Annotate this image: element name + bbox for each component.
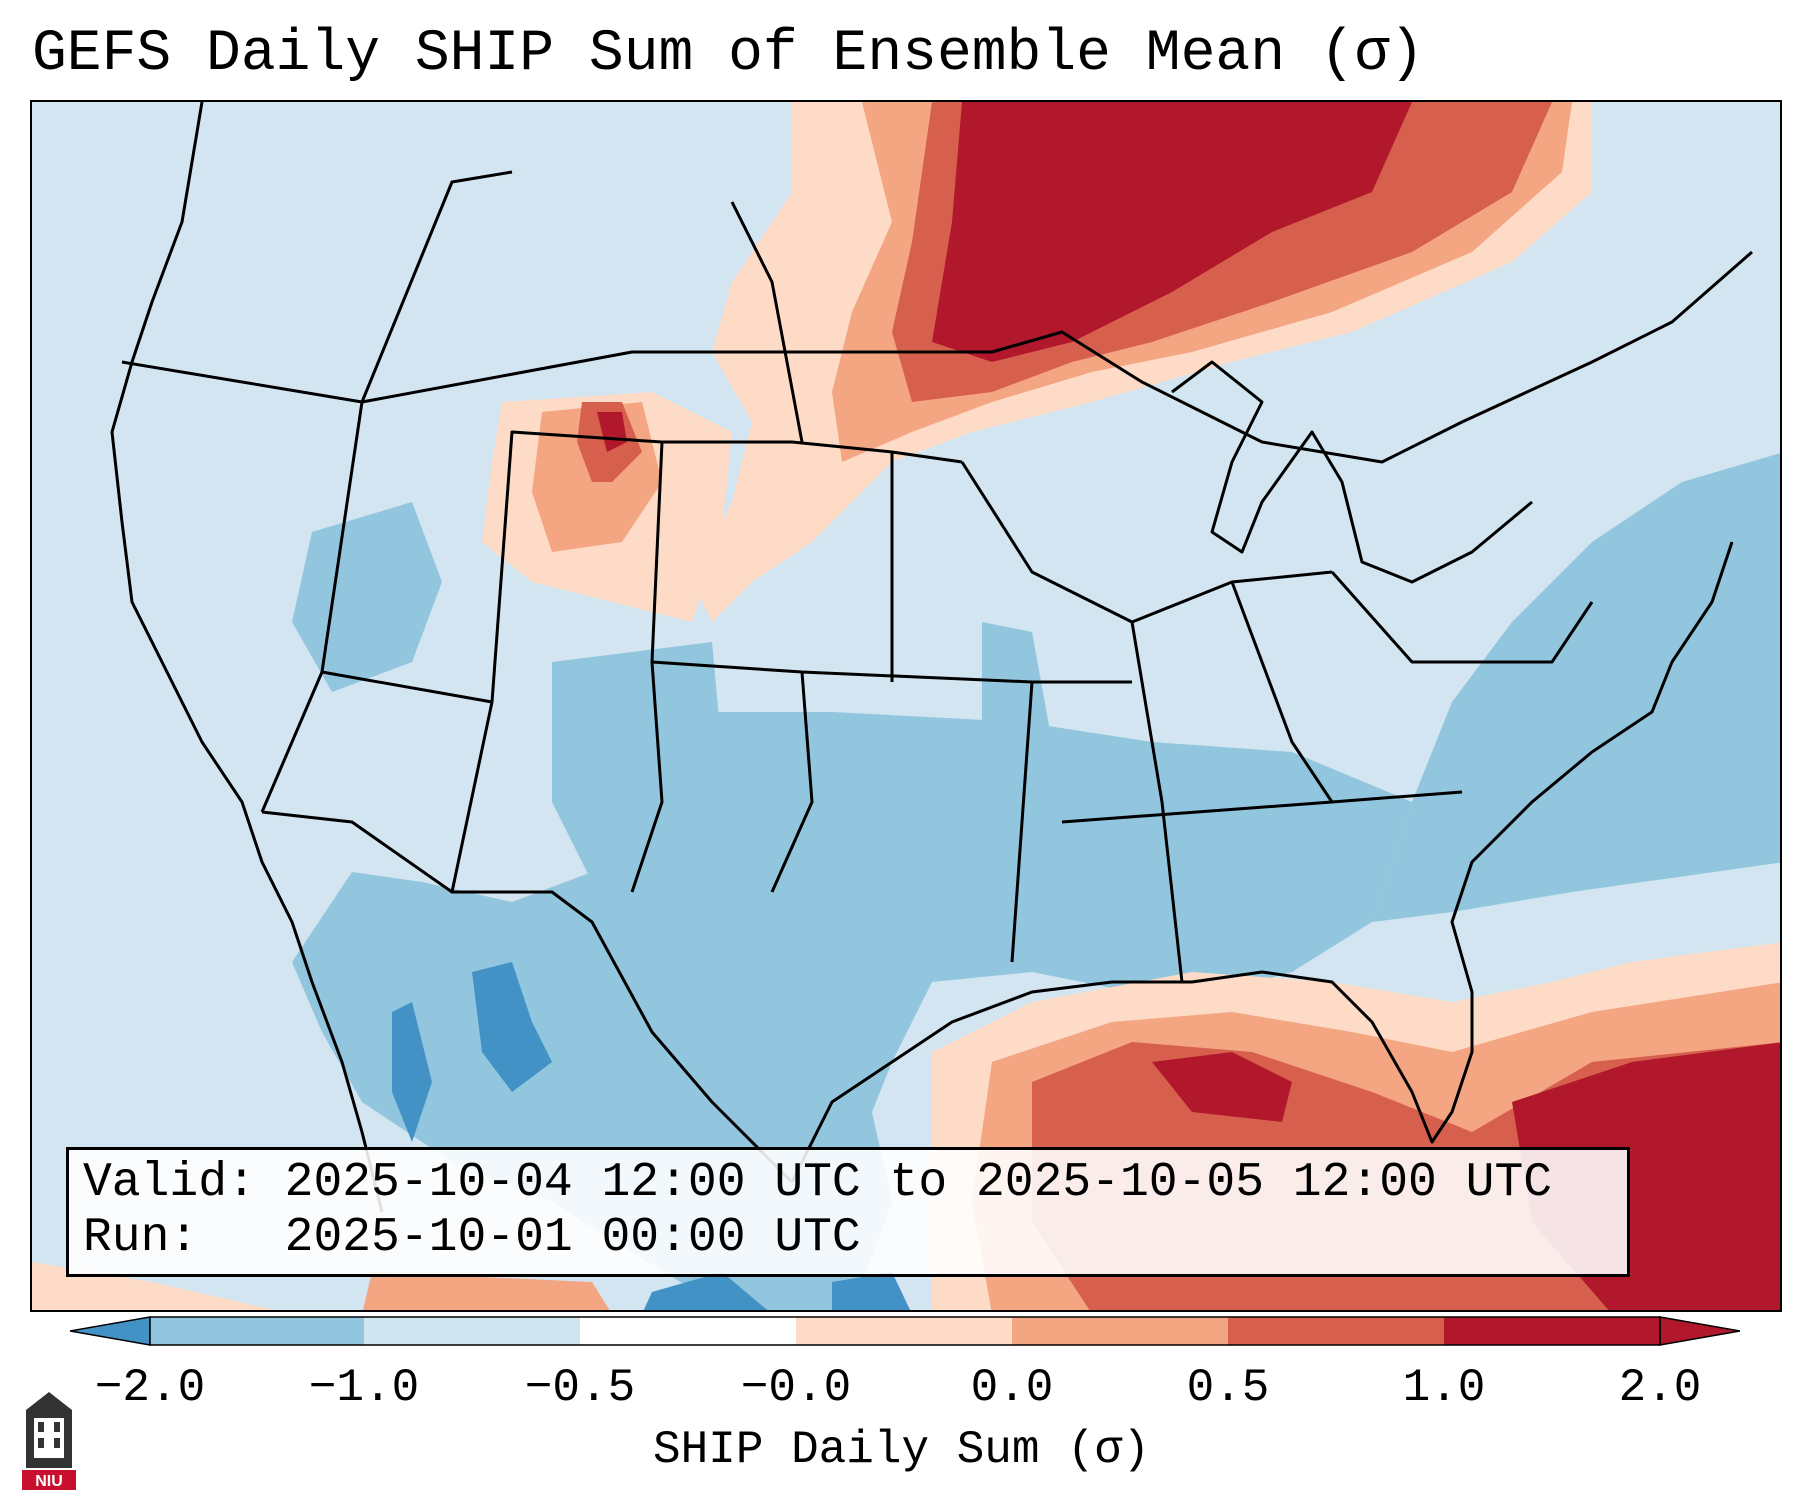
svg-text:NIU: NIU <box>35 1473 63 1490</box>
colorbar-bin-4 <box>796 1317 1012 1345</box>
gulf-strong-negative <box>832 1272 911 1310</box>
four-corners-negative-patch <box>552 642 722 882</box>
wyoming-positive-max <box>597 412 627 452</box>
colorbar-bin-3 <box>580 1317 796 1345</box>
state-lines <box>260 201 1594 983</box>
run-label: Run: <box>83 1211 199 1265</box>
west-negative-patch <box>292 502 442 692</box>
valid-run-info-box: Valid: 2025-10-04 12:00 UTC to 2025-10-0… <box>66 1147 1630 1277</box>
colorbar-tick-label: −1.0 <box>308 1362 420 1414</box>
valid-label: Valid: <box>83 1156 256 1210</box>
colorbar-tick-label: −0.0 <box>740 1362 852 1414</box>
chart-title: GEFS Daily SHIP Sum of Ensemble Mean (σ) <box>32 22 1425 87</box>
colorbar <box>70 1316 1740 1346</box>
colorbar-bin-5 <box>1012 1317 1228 1345</box>
atlantic-negative-region <box>1372 453 1780 922</box>
gulf-positive-max <box>1152 1052 1292 1122</box>
colorbar-bin-1 <box>150 1317 364 1345</box>
colorbar-tick-label: 0.5 <box>1186 1362 1270 1414</box>
us-mexico-border <box>261 810 794 1184</box>
great-lakes <box>1171 360 1533 584</box>
colorbar-label: SHIP Daily Sum (σ) <box>653 1424 1150 1476</box>
colorbar-bin-2 <box>364 1317 580 1345</box>
run-value: 2025-10-01 00:00 UTC <box>284 1211 861 1265</box>
colorbar-extend-high <box>1659 1316 1740 1346</box>
colorbar-extend-low <box>70 1316 151 1346</box>
west-coast <box>110 102 384 1213</box>
south-strong-negative <box>643 1272 768 1310</box>
colorbar-tick-label: −2.0 <box>94 1362 206 1414</box>
map-svg <box>32 102 1780 1310</box>
colorbar-bin-7 <box>1444 1317 1660 1345</box>
us-canada-border <box>121 170 1753 464</box>
colorbar-tick-label: 0.0 <box>970 1362 1054 1414</box>
south-positive-edge <box>362 1272 610 1310</box>
sierra-strong-negative <box>392 1002 432 1142</box>
mexico-strong-negative <box>472 962 552 1092</box>
colorbar-bin-6 <box>1228 1317 1444 1345</box>
niu-logo-icon: NIU <box>22 1392 76 1490</box>
colorbar-tick-label: −0.5 <box>524 1362 636 1414</box>
valid-value: 2025-10-04 12:00 UTC to 2025-10-05 12:00… <box>284 1156 1553 1210</box>
colorbar-tick-label: 1.0 <box>1402 1362 1486 1414</box>
map-panel <box>30 100 1782 1312</box>
boundaries <box>110 102 1753 1213</box>
colorbar-tick-label: 2.0 <box>1618 1362 1702 1414</box>
north-positive-max <box>932 102 1412 362</box>
plains-negative-patch <box>982 622 1052 802</box>
gulf-coast <box>790 541 1734 1183</box>
